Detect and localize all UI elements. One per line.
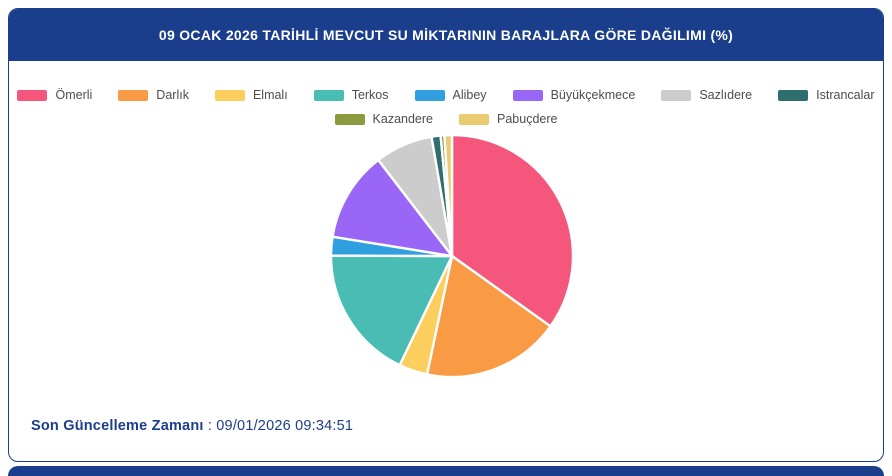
legend-swatch: [118, 90, 149, 101]
pie-slice-omerli[interactable]: [450, 133, 575, 328]
legend-swatch: [334, 114, 365, 125]
legend-label: Alibey: [452, 88, 487, 102]
legend-item-alibey[interactable]: Alibey: [414, 87, 487, 104]
legend-item-omerli[interactable]: Ömerli: [17, 87, 92, 104]
legend-swatch: [778, 90, 809, 101]
legend-item-elmali[interactable]: Elmalı: [214, 87, 288, 104]
legend-swatch: [459, 114, 489, 125]
legend-item-terkos[interactable]: Terkos: [313, 87, 389, 104]
next-section-header-bar: [8, 466, 884, 476]
legend-swatch: [512, 90, 543, 101]
legend-label: Istrancalar: [816, 88, 875, 102]
legend-label: Darlık: [156, 88, 189, 102]
pie-chart[interactable]: [326, 130, 578, 382]
legend-item-kazandere[interactable]: Kazandere: [334, 111, 433, 128]
legend-item-buyukcekmece[interactable]: Büyükçekmece: [512, 87, 636, 104]
legend-label: Kazandere: [372, 112, 433, 126]
legend-item-pabucdere[interactable]: Pabuçdere: [459, 111, 557, 128]
legend-item-darlik[interactable]: Darlık: [118, 87, 189, 104]
legend-item-sazlidere[interactable]: Sazlıdere: [661, 87, 752, 104]
legend-label: Ömerli: [55, 88, 93, 102]
legend-row-2: Kazandere Pabuçdere: [334, 111, 557, 128]
pie-slice-buyukcekmece[interactable]: [331, 158, 454, 258]
last-update-separator: :: [203, 418, 217, 434]
legend-label: Pabuçdere: [497, 112, 558, 126]
last-update-label: Son Güncelleme Zamanı: [31, 418, 204, 434]
legend-label: Sazlıdere: [699, 88, 753, 102]
legend-swatch: [214, 90, 245, 101]
legend-label: Büyükçekmece: [550, 88, 636, 102]
chart-header-bar: 09 OCAK 2026 TARİHLİ MEVCUT SU MİKTARINI…: [9, 9, 883, 61]
legend-swatch: [313, 90, 344, 101]
pie-slice-darlik[interactable]: [425, 254, 552, 379]
legend-label: Terkos: [351, 88, 389, 102]
pie-slice-pabucdere[interactable]: [443, 133, 454, 258]
pie-slice-terkos[interactable]: [329, 254, 454, 367]
last-update-value: 09/01/2026 09:34:51: [216, 418, 354, 434]
chart-card: 09 OCAK 2026 TARİHLİ MEVCUT SU MİKTARINI…: [8, 8, 884, 462]
legend-swatch: [661, 90, 692, 101]
chart-title: 09 OCAK 2026 TARİHLİ MEVCUT SU MİKTARINI…: [158, 27, 734, 43]
legend-swatch: [414, 90, 445, 101]
legend-label: Elmalı: [252, 88, 288, 102]
last-update-text: Son Güncelleme Zamanı : 09/01/2026 09:34…: [31, 418, 353, 434]
legend-row-1: Ömerli Darlık Elmalı Terkos Alibey Büyükçekme…: [17, 87, 875, 104]
legend-swatch: [17, 90, 48, 101]
legend-item-istrancalar[interactable]: Istrancalar: [778, 87, 875, 104]
chart-legend: Ömerli Darlık Elmalı Terkos Alibey Büyükçekme…: [9, 87, 883, 128]
